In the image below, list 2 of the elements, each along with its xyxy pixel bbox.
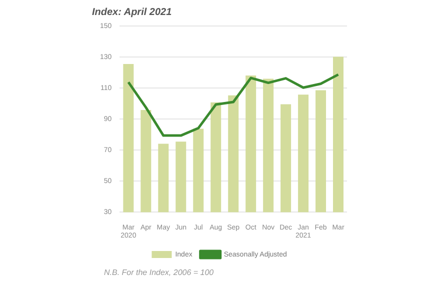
text: N.B. For the Index, 2006 = 100 (104, 268, 214, 277)
chart-title: Index: April 2021 (92, 6, 172, 18)
